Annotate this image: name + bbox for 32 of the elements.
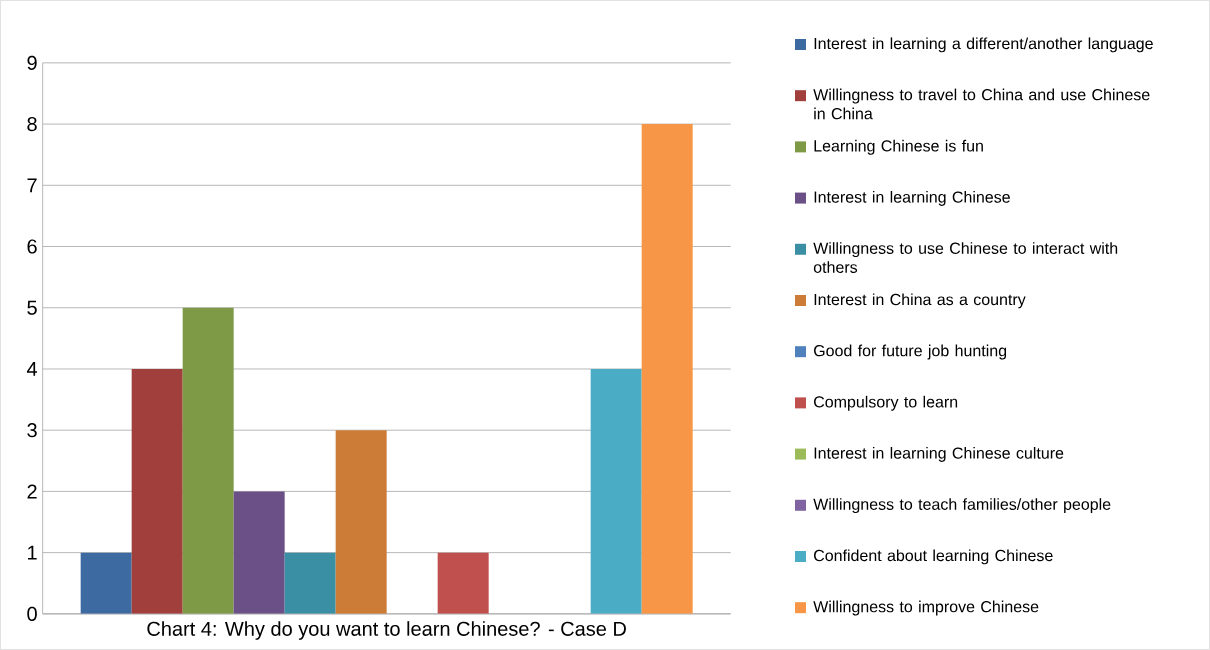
bar — [233, 491, 285, 614]
y-tick-label: 4 — [26, 362, 38, 376]
bar — [80, 552, 132, 614]
bar — [131, 368, 183, 614]
legend-label: Good for future job hunting — [814, 344, 1007, 360]
legend-label: Willingness to use Chinese to interact with others — [813, 242, 1118, 273]
legend-label: Willingness to travel to China and use Chinese in China — [813, 88, 1150, 120]
legend-label: Compulsory to learn — [814, 395, 958, 411]
y-tick-label: 5 — [27, 300, 37, 315]
y-tick-label: 7 — [27, 178, 37, 193]
legend-label: Willingness to teach families/other people — [813, 498, 1111, 514]
legend-label: Interest in China as a country — [814, 293, 1026, 309]
y-tick-label: 6 — [27, 239, 37, 254]
bar — [590, 368, 642, 614]
bar — [182, 307, 234, 614]
bar — [641, 124, 693, 614]
y-tick-label: 8 — [27, 117, 37, 132]
legend-label: Willingness to improve Chinese — [813, 600, 1039, 616]
y-tick-label: 2 — [27, 484, 37, 499]
bar — [437, 552, 489, 614]
y-tick-label: 9 — [27, 55, 37, 70]
legend-label: Interest in learning Chinese culture — [814, 446, 1064, 462]
legend-label: Interest in learning Chinese — [814, 190, 1010, 206]
legend-label: Learning Chinese is fun — [814, 139, 983, 155]
bar — [335, 430, 387, 614]
y-tick-label: 0 — [27, 606, 37, 621]
y-tick-label: 1 — [28, 545, 37, 560]
legend-label: Interest in learning a different/another language — [814, 37, 1153, 53]
text: Chart 4: Why do you want to learn Chinese? - Case D — [147, 621, 626, 640]
bar — [284, 552, 336, 614]
legend-label: Confident about learning Chinese — [814, 549, 1053, 565]
y-tick-label: 3 — [27, 423, 37, 438]
